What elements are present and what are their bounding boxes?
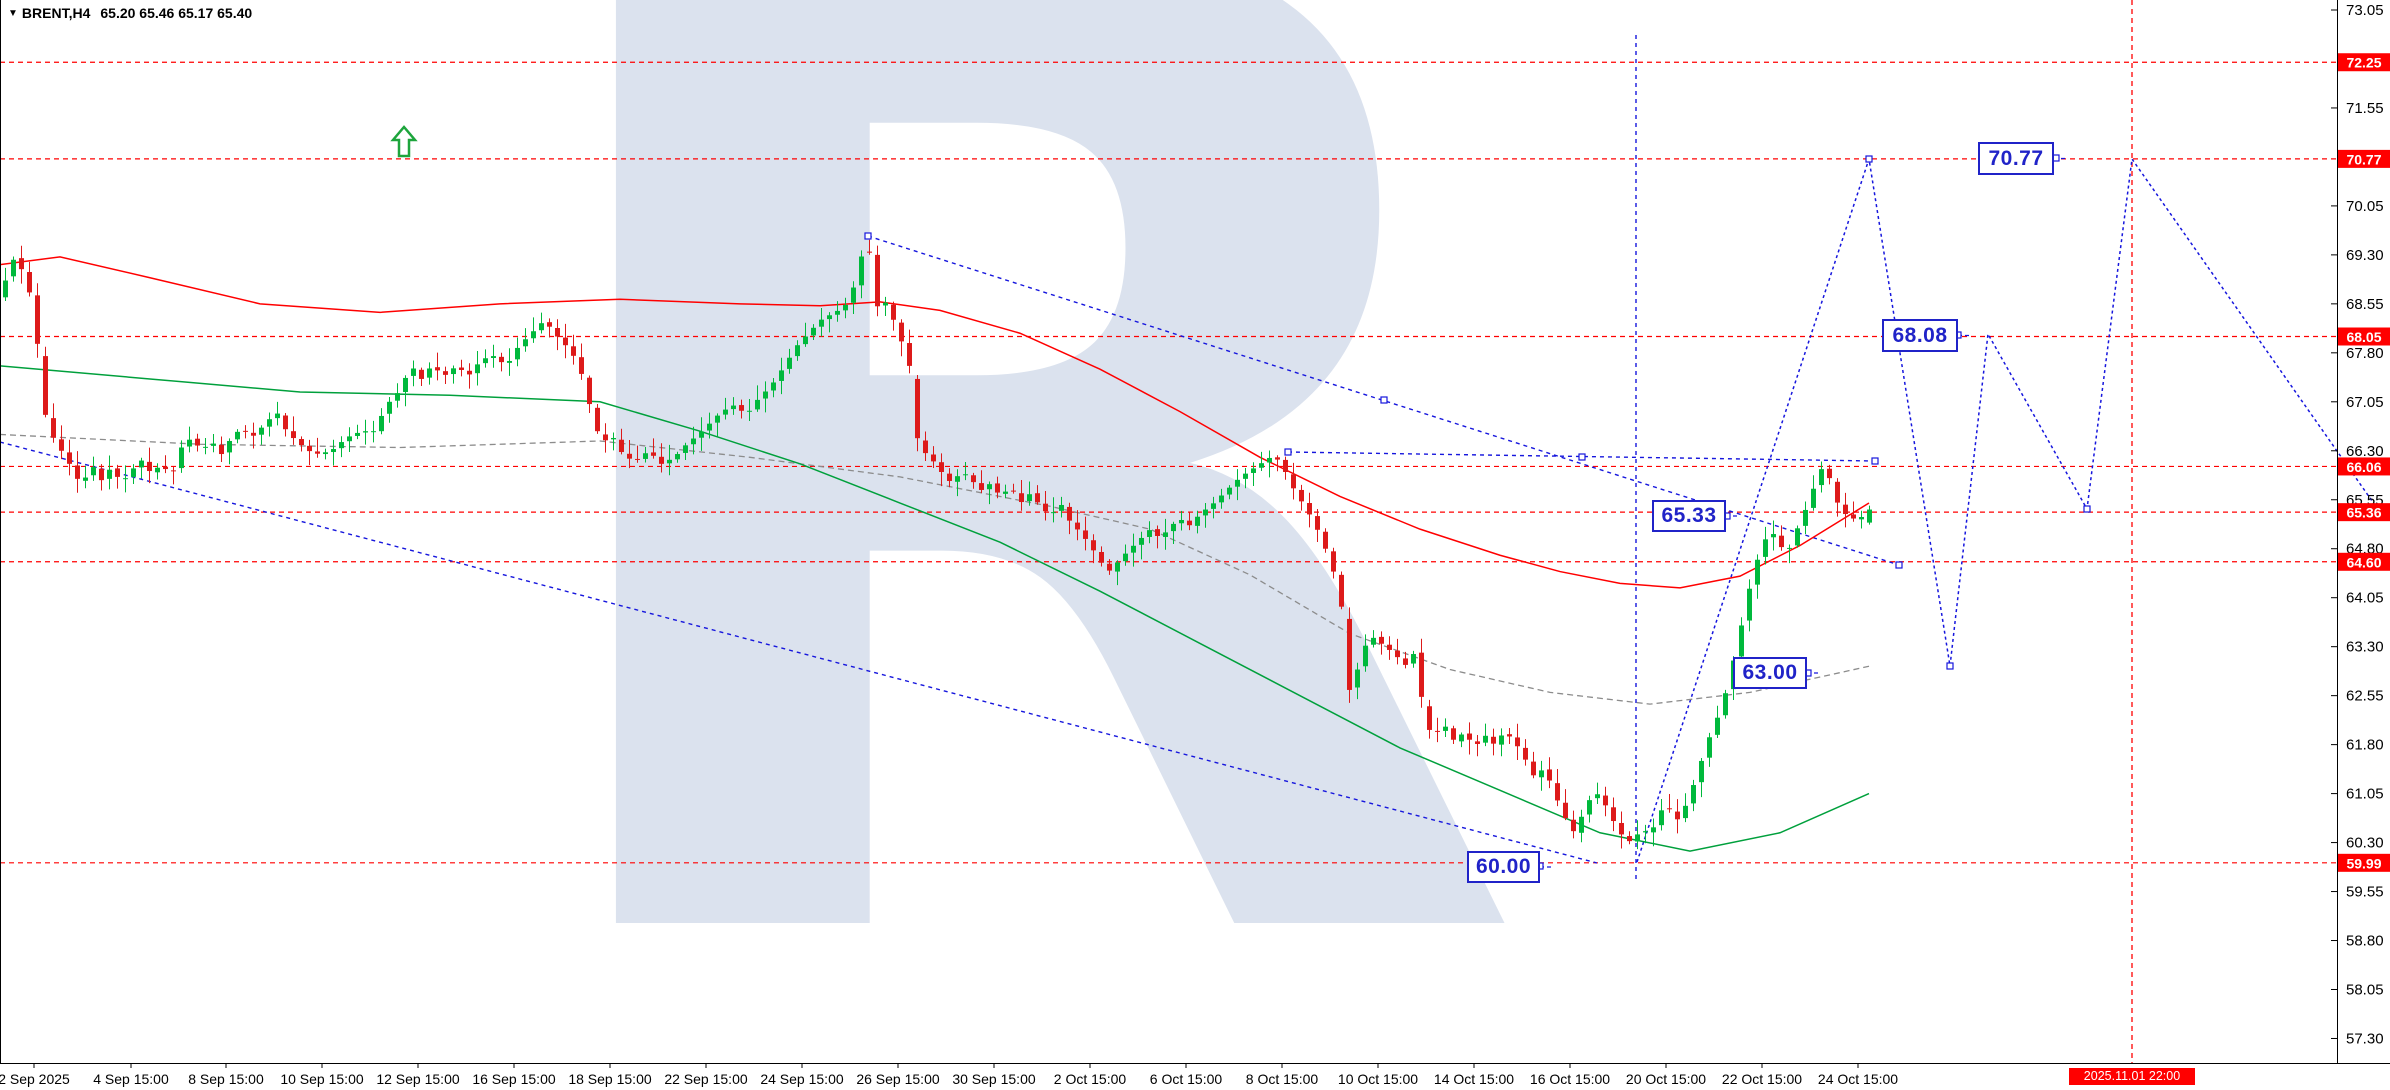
symbol-dropdown-icon[interactable]: ▼	[8, 8, 18, 19]
time-tick-label: 4 Sep 15:00	[93, 1071, 169, 1087]
broker-watermark-logo: R	[492, 0, 1532, 1090]
price-tick-label: 63.30	[2346, 639, 2384, 656]
price-tick-label: 61.80	[2346, 737, 2384, 754]
time-tick-label: 24 Oct 15:00	[1818, 1071, 1898, 1087]
svg-text:68.05: 68.05	[2346, 329, 2381, 345]
time-tick-label: 14 Oct 15:00	[1434, 1071, 1514, 1087]
object-handle-markers	[864, 154, 2381, 870]
price-tick-label: 62.55	[2346, 688, 2384, 705]
time-tick-label: 22 Sep 15:00	[664, 1071, 748, 1087]
forecast-label-63-00[interactable]: 63.00	[1733, 657, 1807, 689]
price-tick-label: 59.55	[2346, 884, 2384, 901]
time-tick-label: 2 Oct 15:00	[1054, 1071, 1127, 1087]
time-tick-label: 8 Sep 15:00	[188, 1071, 264, 1087]
price-tick-label: 67.80	[2346, 345, 2384, 362]
price-tick-label: 71.55	[2346, 100, 2384, 117]
svg-text:64.60: 64.60	[2346, 554, 2381, 570]
forecast-zigzag	[1636, 156, 2378, 863]
horizontal-resistance-segment	[1287, 451, 1876, 462]
time-tick-label: 10 Sep 15:00	[280, 1071, 364, 1087]
up-arrow-icon	[390, 125, 418, 158]
ma-red	[0, 256, 1870, 589]
price-tick-label: 73.05	[2346, 2, 2384, 19]
level-badge-66.06: 66.06	[2338, 457, 2390, 476]
ma-gray-dashed	[0, 433, 1870, 705]
svg-text:72.25: 72.25	[2346, 55, 2381, 71]
price-tick-label: 58.80	[2346, 933, 2384, 950]
forecast-label-68-08[interactable]: 68.08	[1882, 319, 1958, 352]
time-tick-label: 8 Oct 15:00	[1246, 1071, 1319, 1087]
price-tick-label: 68.55	[2346, 296, 2384, 313]
time-axis: 2 Sep 2025 4 Sep 15:00 8 Sep 15:00 10 Sep 1…	[0, 1063, 1898, 1087]
forecast-label-70-77[interactable]: 70.77	[1978, 142, 2054, 175]
price-tick-label: 60.30	[2346, 835, 2384, 852]
forecast-label-60-00[interactable]: 60.00	[1467, 851, 1540, 883]
level-badge-64.60: 64.60	[2338, 552, 2390, 571]
price-tick-label: 67.05	[2346, 394, 2384, 411]
price-tick-label: 57.30	[2346, 1030, 2384, 1047]
price-axis: 73.05 71.55 70.05 69.30 68.55 67.80 67.05 66.30…	[2331, 2, 2390, 1047]
svg-text:59.99: 59.99	[2346, 855, 2381, 871]
time-tick-label: 10 Oct 15:00	[1338, 1071, 1418, 1087]
time-tick-label: 24 Sep 15:00	[760, 1071, 844, 1087]
support-resistance-lines	[0, 61, 2337, 864]
level-badge-72.25: 72.25	[2338, 53, 2390, 72]
price-tick-label: 58.05	[2346, 982, 2384, 999]
header-ohlc-values: 65.20 65.46 65.17 65.40	[100, 5, 253, 21]
time-tick-label: 22 Oct 15:00	[1722, 1071, 1802, 1087]
ma-green	[0, 365, 1870, 852]
time-tick-label: 30 Sep 15:00	[952, 1071, 1036, 1087]
future-time-badge: 2025.11.01 22:00	[2069, 1068, 2195, 1085]
chart-header: ▼ BRENT,H4 65.20 65.46 65.17 65.40	[8, 5, 252, 21]
time-tick-label: 20 Oct 15:00	[1626, 1071, 1706, 1087]
time-tick-label: 6 Oct 15:00	[1150, 1071, 1223, 1087]
svg-text:65.36: 65.36	[2346, 505, 2381, 521]
time-tick-label: 2 Sep 2025	[0, 1071, 70, 1087]
forecast-label-65-33[interactable]: 65.33	[1652, 500, 1726, 532]
price-tick-label: 70.05	[2346, 198, 2384, 215]
svg-text:66.06: 66.06	[2346, 459, 2381, 475]
level-badge-59.99: 59.99	[2338, 853, 2390, 872]
level-badge-65.36: 65.36	[2338, 503, 2390, 522]
level-badge-70.77: 70.77	[2338, 149, 2390, 168]
time-tick-label: 18 Sep 15:00	[568, 1071, 652, 1087]
time-tick-label: 16 Oct 15:00	[1530, 1071, 1610, 1087]
price-tick-label: 64.05	[2346, 590, 2384, 607]
level-badge-68.05: 68.05	[2338, 327, 2390, 346]
candlestick-series[interactable]	[3, 239, 1872, 850]
svg-text:70.77: 70.77	[2346, 151, 2381, 167]
price-tick-label: 69.30	[2346, 247, 2384, 264]
symbol-title: BRENT,H4	[21, 5, 91, 21]
time-tick-label: 26 Sep 15:00	[856, 1071, 940, 1087]
descending-channel-lower-line	[0, 441, 1598, 864]
price-tick-label: 66.30	[2346, 443, 2384, 460]
price-tick-label: 61.05	[2346, 786, 2384, 803]
time-tick-label: 12 Sep 15:00	[376, 1071, 460, 1087]
time-tick-label: 16 Sep 15:00	[472, 1071, 556, 1087]
